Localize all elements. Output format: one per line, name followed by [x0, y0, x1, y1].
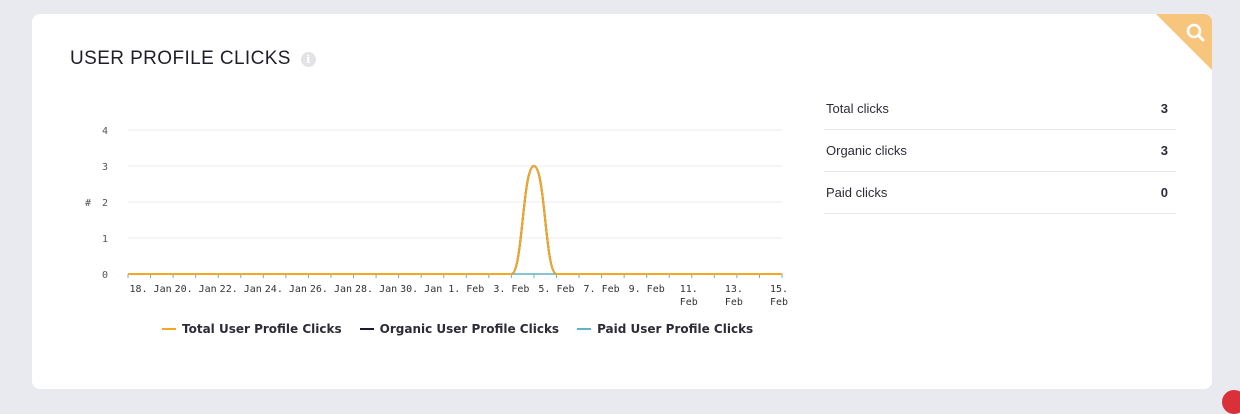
x-tick-label: 24. Jan [265, 284, 307, 295]
stat-label: Organic clicks [826, 143, 907, 158]
widget-title-row: USER PROFILE CLICKS i [70, 48, 316, 70]
legend-label: Paid User Profile Clicks [597, 322, 754, 336]
stat-row-total: Total clicks 3 [824, 88, 1176, 130]
x-tick-label: 26. Jan [310, 284, 352, 295]
stat-row-paid: Paid clicks 0 [824, 172, 1176, 214]
x-tick-label: 3. Feb [493, 284, 529, 295]
chart-legend: Total User Profile Clicks Organic User Pr… [162, 322, 753, 336]
series-line [127, 164, 782, 275]
stat-value: 3 [1160, 143, 1168, 158]
x-tick-label: 9. Feb [629, 284, 665, 295]
x-tick-label: Feb [725, 297, 743, 308]
legend-label: Total User Profile Clicks [182, 322, 342, 336]
stat-label: Paid clicks [826, 185, 888, 200]
x-tick-label: 13. [725, 284, 743, 295]
user-profile-clicks-card: USER PROFILE CLICKS i 0 1 2 3 4 #18. Jan 20. J… [32, 14, 1212, 389]
x-tick-label: 22. Jan [220, 284, 262, 295]
legend-label: Organic User Profile Clicks [379, 322, 560, 336]
y-axis-label: # [85, 198, 91, 209]
y-tick-label: 0 [102, 270, 108, 281]
x-tick-label: 5. Feb [538, 284, 574, 295]
clicks-line-chart: 0 1 2 3 4 #18. Jan 20. Jan 22. Jan 24. Jan 26. Ja… [85, 126, 788, 308]
stat-value: 3 [1160, 101, 1168, 116]
x-tick-label: 1. Feb [448, 284, 484, 295]
stat-value: 0 [1160, 185, 1168, 200]
stat-row-organic: Organic clicks 3 [824, 130, 1176, 172]
y-tick-label: 4 [102, 126, 108, 137]
x-tick-label: Feb [680, 297, 698, 308]
corner-search-button[interactable] [1156, 14, 1212, 70]
legend-item[interactable]: Total User Profile Clicks [162, 322, 342, 336]
x-tick-label: 7. Feb [584, 284, 620, 295]
y-tick-label: 2 [102, 198, 108, 209]
x-tick-label: Feb [770, 297, 788, 308]
notification-badge[interactable] [1222, 390, 1240, 414]
y-tick-label: 1 [102, 234, 108, 245]
search-icon [1156, 14, 1212, 70]
x-tick-label: 15. [770, 284, 788, 295]
legend-swatch [359, 328, 374, 330]
x-tick-label: 18. Jan [129, 284, 171, 295]
x-tick-label: 30. Jan [400, 284, 442, 295]
widget-title: USER PROFILE CLICKS [70, 48, 291, 69]
legend-item[interactable]: Organic User Profile Clicks [359, 322, 560, 336]
stat-label: Total clicks [826, 101, 889, 116]
x-tick-label: 11. [680, 284, 698, 295]
y-tick-label: 3 [102, 162, 108, 173]
x-tick-label: 20. Jan [175, 284, 217, 295]
legend-swatch [162, 328, 176, 330]
stats-table: Total clicks 3 Organic clicks 3 Paid cli… [824, 88, 1176, 214]
info-icon[interactable]: i [300, 51, 316, 67]
series-line [127, 164, 782, 275]
legend-item[interactable]: Paid User Profile Clicks [577, 322, 753, 336]
legend-swatch [577, 328, 592, 330]
x-tick-label: 28. Jan [355, 284, 397, 295]
